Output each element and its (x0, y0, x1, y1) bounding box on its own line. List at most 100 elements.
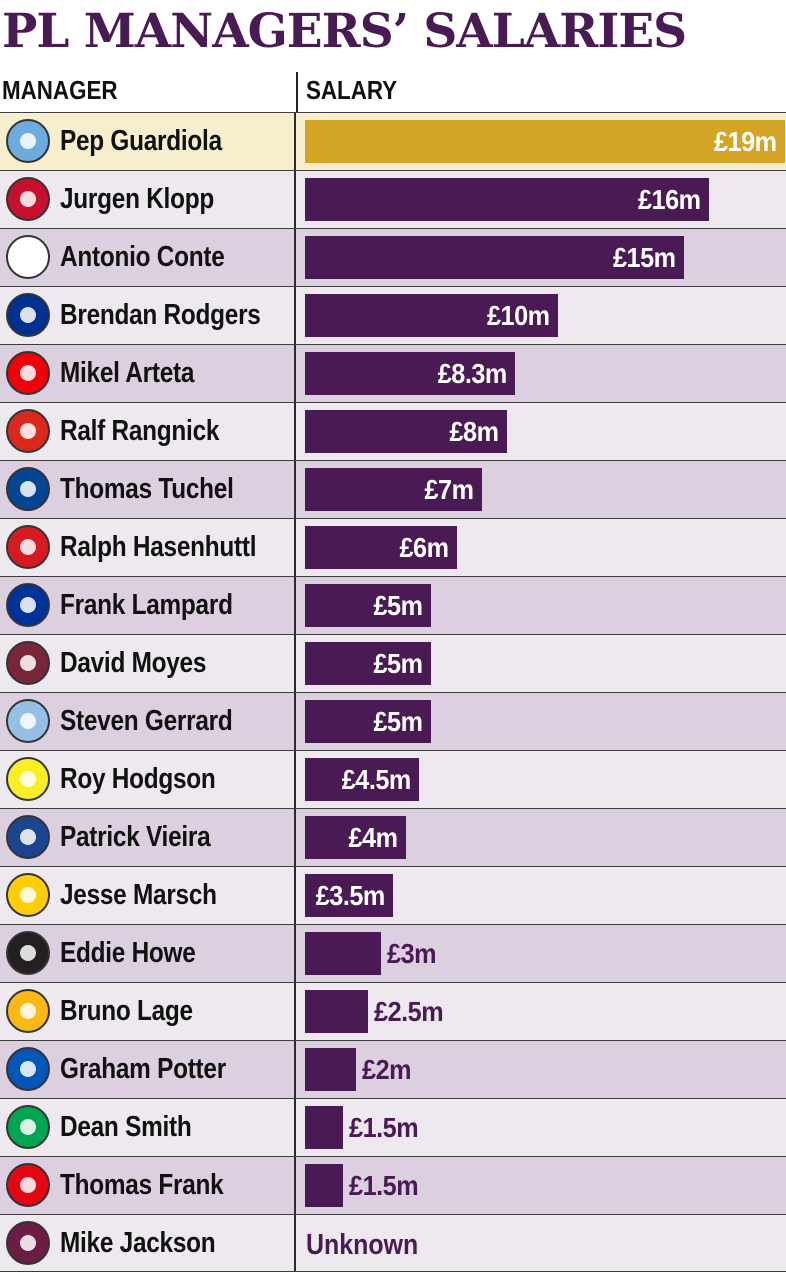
salary-bar (305, 1164, 343, 1207)
norwich-crest-icon (6, 1105, 50, 1149)
salary-label: £10m (487, 300, 550, 331)
salary-bar (305, 120, 785, 163)
salary-bar (305, 874, 393, 917)
salary-label: £2.5m (374, 996, 444, 1027)
manager-name: Antonio Conte (60, 241, 225, 273)
manager-cell: Eddie Howe (0, 925, 296, 982)
leicester-crest-icon (6, 293, 50, 337)
manager-row: Bruno Lage £2.5m (0, 982, 786, 1040)
salary-bar (305, 236, 684, 279)
salary-bar (305, 700, 431, 743)
manager-cell: Thomas Tuchel (0, 461, 296, 518)
crest-detail (20, 1177, 36, 1193)
arsenal-crest-icon (6, 351, 50, 395)
manager-row: Graham Potter £2m (0, 1040, 786, 1098)
salary-label: £16m (638, 184, 701, 215)
manager-name: Pep Guardiola (60, 125, 222, 157)
manager-row: Pep Guardiola £19m (0, 112, 786, 170)
manager-row: Jurgen Klopp £16m (0, 170, 786, 228)
manager-name: Mikel Arteta (60, 357, 195, 389)
crest-detail (20, 829, 36, 845)
manager-row: Roy Hodgson £4.5m (0, 750, 786, 808)
aston-villa-crest-icon (6, 699, 50, 743)
brighton-crest-icon (6, 1047, 50, 1091)
salary-bar (305, 584, 431, 627)
salary-label: £5m (373, 706, 424, 737)
manager-cell: Antonio Conte (0, 229, 296, 286)
west-ham-crest-icon (6, 641, 50, 685)
crest-detail (20, 365, 36, 381)
salary-bar (305, 410, 507, 453)
salary-bar (305, 294, 558, 337)
salary-bar (305, 642, 431, 685)
manager-cell: David Moyes (0, 635, 296, 692)
salary-label: £4.5m (341, 764, 412, 795)
salary-label: £4m (348, 822, 399, 853)
salary-label: £19m (714, 126, 777, 157)
salary-label: £1.5m (349, 1170, 419, 1201)
watford-crest-icon (6, 757, 50, 801)
crest-detail (20, 1003, 36, 1019)
salary-bar (305, 990, 368, 1033)
manager-row: Eddie Howe £3m (0, 924, 786, 982)
manager-cell: Mikel Arteta (0, 345, 296, 402)
salary-bar (305, 468, 482, 511)
crest-detail (20, 945, 36, 961)
manager-cell: Mike Jackson (0, 1215, 296, 1271)
manager-name: Roy Hodgson (60, 763, 216, 795)
manager-row: Mike Jackson Unknown (0, 1214, 786, 1272)
manager-row: Brendan Rodgers £10m (0, 286, 786, 344)
salary-label: £6m (399, 532, 450, 563)
crest-detail (20, 249, 36, 265)
salary-label: £15m (613, 242, 676, 273)
leeds-crest-icon (6, 873, 50, 917)
southampton-crest-icon (6, 525, 50, 569)
manager-cell: Ralph Hasenhuttl (0, 519, 296, 576)
manager-row: Ralph Hasenhuttl £6m (0, 518, 786, 576)
salary-bar (305, 352, 515, 395)
manager-cell: Jesse Marsch (0, 867, 296, 924)
manager-row: Ralf Rangnick £8m (0, 402, 786, 460)
crest-detail (20, 191, 36, 207)
chelsea-crest-icon (6, 467, 50, 511)
manager-row: Thomas Tuchel £7m (0, 460, 786, 518)
salary-label: £3m (387, 938, 437, 969)
burnley-crest-icon (6, 1221, 50, 1265)
manager-name: Eddie Howe (60, 937, 196, 969)
manager-name: Graham Potter (60, 1053, 226, 1085)
manager-row: Mikel Arteta £8.3m (0, 344, 786, 402)
tottenham-crest-icon (6, 235, 50, 279)
manager-name: Ralph Hasenhuttl (60, 531, 257, 563)
crystal-palace-crest-icon (6, 815, 50, 859)
manager-name: Brendan Rodgers (60, 299, 261, 331)
manager-row: Jesse Marsch £3.5m (0, 866, 786, 924)
manager-row: Thomas Frank £1.5m (0, 1156, 786, 1214)
crest-detail (20, 771, 36, 787)
salary-unknown-label: Unknown (306, 1229, 419, 1261)
manager-name: Ralf Rangnick (60, 415, 220, 447)
crest-detail (20, 307, 36, 323)
everton-crest-icon (6, 583, 50, 627)
crest-detail (20, 133, 36, 149)
manager-name: Dean Smith (60, 1111, 192, 1143)
crest-detail (20, 713, 36, 729)
salary-bar (305, 178, 709, 221)
crest-detail (20, 597, 36, 613)
brentford-crest-icon (6, 1163, 50, 1207)
salary-label: £7m (424, 474, 475, 505)
manager-column-header: MANAGER (2, 75, 118, 105)
crest-detail (20, 1061, 36, 1077)
manager-cell: Jurgen Klopp (0, 171, 296, 228)
salary-bar (305, 526, 457, 569)
manager-cell: Bruno Lage (0, 983, 296, 1040)
manager-cell: Steven Gerrard (0, 693, 296, 750)
crest-detail (20, 539, 36, 555)
crest-detail (20, 423, 36, 439)
column-divider (296, 72, 298, 112)
manager-cell: Brendan Rodgers (0, 287, 296, 344)
salary-label: £5m (373, 590, 424, 621)
manager-name: Frank Lampard (60, 589, 233, 621)
salary-label: £8m (449, 416, 500, 447)
manager-cell: Patrick Vieira (0, 809, 296, 866)
manager-cell: Frank Lampard (0, 577, 296, 634)
